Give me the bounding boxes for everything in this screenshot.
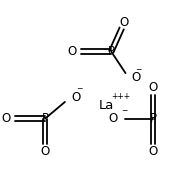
Text: P: P — [42, 112, 49, 125]
Text: O: O — [109, 112, 118, 125]
Text: O: O — [72, 91, 81, 104]
Text: O: O — [40, 145, 50, 158]
Text: O: O — [2, 112, 11, 125]
Text: O: O — [131, 71, 140, 84]
Text: La: La — [99, 99, 114, 112]
Text: −: − — [121, 106, 128, 115]
Text: −: − — [135, 65, 142, 74]
Text: O: O — [148, 145, 158, 158]
Text: P: P — [108, 45, 115, 58]
Text: O: O — [119, 16, 128, 29]
Text: P: P — [150, 112, 156, 125]
Text: −: − — [76, 84, 82, 94]
Text: O: O — [148, 81, 158, 94]
Text: +++: +++ — [111, 92, 130, 101]
Text: O: O — [68, 45, 77, 58]
